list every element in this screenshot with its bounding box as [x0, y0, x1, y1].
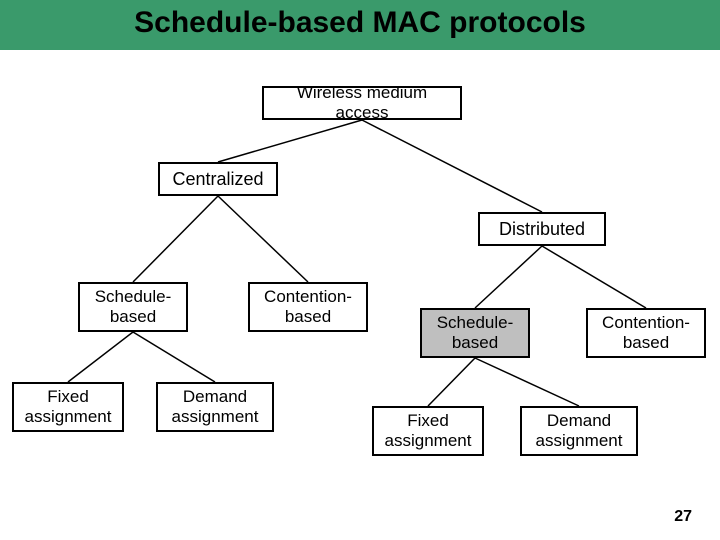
node-d_fixed: Fixed assignment [372, 406, 484, 456]
edge-root-distributed [362, 120, 542, 212]
node-c_demand: Demand assignment [156, 382, 274, 432]
node-c_cont: Contention- based [248, 282, 368, 332]
edge-c_sched-c_fixed [68, 332, 133, 382]
node-d_demand: Demand assignment [520, 406, 638, 456]
node-c_fixed: Fixed assignment [12, 382, 124, 432]
node-root: Wireless medium access [262, 86, 462, 120]
node-c_sched: Schedule- based [78, 282, 188, 332]
page-number: 27 [674, 508, 692, 526]
node-distributed: Distributed [478, 212, 606, 246]
edge-d_sched-d_fixed [428, 358, 475, 406]
edge-d_sched-d_demand [475, 358, 579, 406]
node-d_cont: Contention- based [586, 308, 706, 358]
edge-centralized-c_cont [218, 196, 308, 282]
slide-title-bar: Schedule-based MAC protocols [0, 0, 720, 50]
edge-distributed-d_sched [475, 246, 542, 308]
edge-centralized-c_sched [133, 196, 218, 282]
edge-root-centralized [218, 120, 362, 162]
diagram-canvas: Wireless medium access Centralized Distrib… [0, 50, 720, 520]
slide-title: Schedule-based MAC protocols [134, 6, 586, 39]
node-d_sched: Schedule- based [420, 308, 530, 358]
edge-distributed-d_cont [542, 246, 646, 308]
node-centralized: Centralized [158, 162, 278, 196]
edge-c_sched-c_demand [133, 332, 215, 382]
